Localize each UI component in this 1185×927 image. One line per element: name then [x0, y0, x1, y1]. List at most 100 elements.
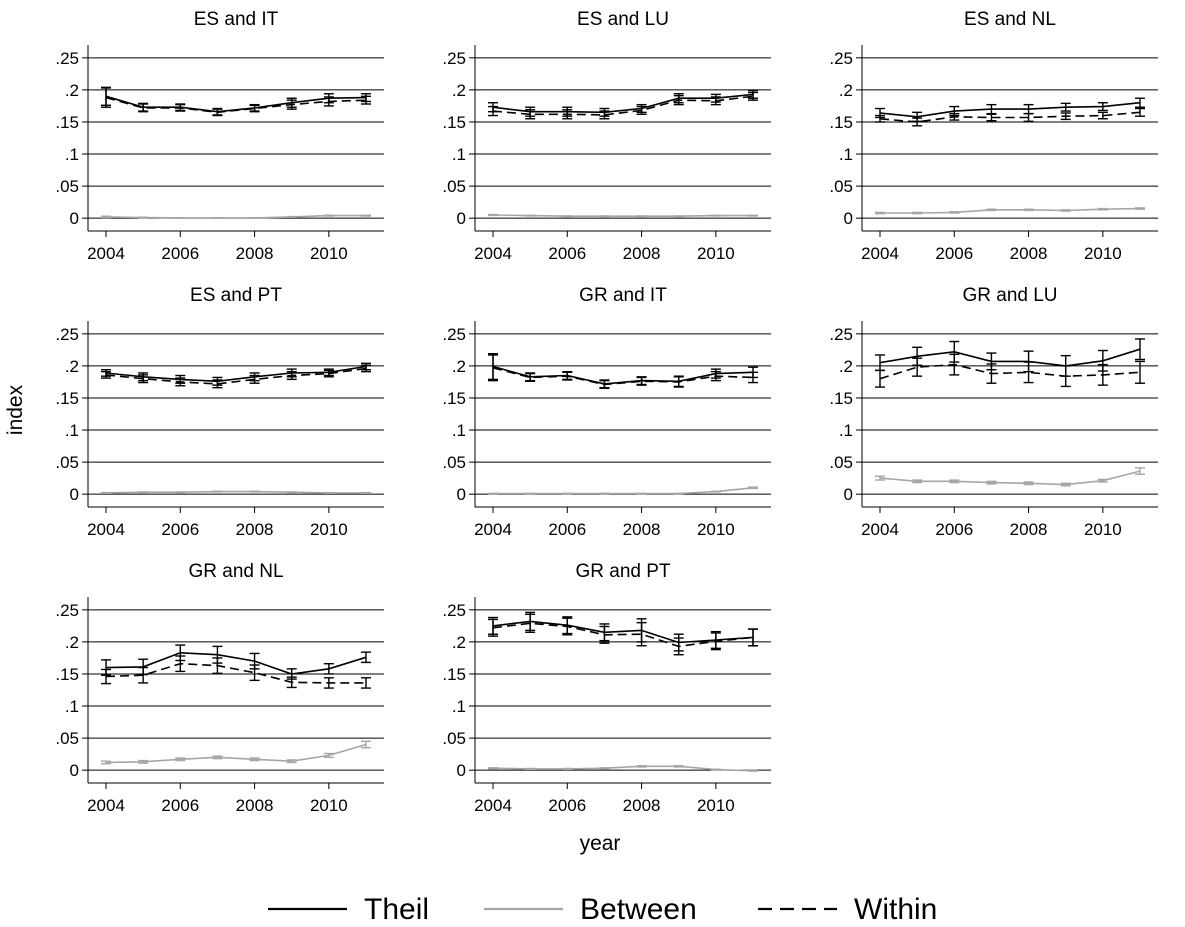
- series-theil: [488, 611, 758, 652]
- y-tick-label: .2: [452, 633, 466, 652]
- series-between: [488, 764, 758, 772]
- x-tick-label: 2008: [623, 796, 661, 815]
- legend-label-theil: Theil: [364, 893, 429, 926]
- x-tick-label: 2008: [1010, 244, 1048, 263]
- x-tick-label: 2006: [161, 520, 199, 539]
- y-tick-label: .05: [55, 729, 79, 748]
- y-tick-label: .15: [829, 113, 853, 132]
- x-tick-label: 2010: [697, 796, 735, 815]
- x-tick-label: 2006: [161, 244, 199, 263]
- series-line-theil: [879, 348, 1141, 367]
- y-tick-label: .05: [55, 453, 79, 472]
- x-tick-label: 2006: [161, 796, 199, 815]
- y-tick-label: .2: [839, 357, 853, 376]
- x-tick-label: 2006: [548, 244, 586, 263]
- y-tick-label: 0: [70, 761, 79, 780]
- series-within: [488, 354, 758, 390]
- y-tick-label: .2: [65, 357, 79, 376]
- series-theil: [875, 97, 1145, 123]
- series-line-theil: [105, 651, 367, 675]
- series-theil: [101, 86, 371, 116]
- series-between: [488, 213, 758, 218]
- series-line-between: [492, 214, 753, 217]
- series-line-within: [105, 367, 367, 385]
- y-tick-label: 0: [70, 209, 79, 228]
- series-line-within: [105, 662, 366, 684]
- x-tick-label: 2010: [310, 244, 348, 263]
- y-tick-label: .25: [55, 49, 79, 68]
- y-tick-label: 0: [844, 485, 853, 504]
- x-tick-label: 2010: [310, 520, 348, 539]
- x-tick-label: 2008: [236, 520, 274, 539]
- x-tick-label: 2006: [935, 244, 973, 263]
- x-tick-label: 2006: [548, 520, 586, 539]
- x-tick-label: 2010: [1084, 244, 1122, 263]
- series-theil: [488, 89, 758, 117]
- series-line-between: [879, 470, 1141, 486]
- y-tick-label: 0: [844, 209, 853, 228]
- y-tick-label: .15: [55, 389, 79, 408]
- y-tick-label: .15: [55, 665, 79, 684]
- y-tick-label: .05: [442, 729, 466, 748]
- x-tick-label: 2008: [623, 244, 661, 263]
- y-tick-label: 0: [457, 485, 466, 504]
- y-tick-label: .1: [65, 697, 79, 716]
- panel-title: GR and IT: [579, 285, 667, 306]
- series-theil: [101, 362, 371, 386]
- panel-es-and-nl: ES and NL 0 .05 .1 .15 .2 .25 2004 2006 2008 2010: [829, 9, 1158, 263]
- y-tick-label: .25: [55, 325, 79, 344]
- panel-title: ES and LU: [577, 9, 669, 30]
- panel-title: GR and PT: [575, 561, 670, 582]
- y-tick-label: .25: [442, 601, 466, 620]
- panel-gr-and-it: GR and IT 0 .05 .1 .15 .2 .25 2004 2006 2008 2010: [442, 285, 771, 539]
- x-tick-label: 2004: [87, 520, 125, 539]
- x-tick-label: 2004: [861, 244, 899, 263]
- series-line-between: [492, 765, 754, 772]
- series-line-within: [492, 95, 754, 116]
- x-tick-label: 2008: [1010, 520, 1048, 539]
- x-tick-label: 2004: [87, 244, 125, 263]
- panel-es-and-lu: ES and LU 0 .05 .1 .15 .2 .25 2004 2006 2008 2010: [442, 9, 771, 263]
- panel-gr-and-nl: GR and NL 0 .05 .1 .15 .2 .25 2004 2006 2008 2010: [55, 561, 384, 815]
- series-line-within: [492, 622, 754, 648]
- series-between: [875, 207, 1145, 215]
- series-line-theil: [879, 101, 1141, 118]
- legend: Theil Between Within: [268, 893, 937, 926]
- y-tick-label: .05: [829, 453, 853, 472]
- legend-item-between: Between: [484, 893, 697, 926]
- y-tick-label: .05: [55, 177, 79, 196]
- y-tick-label: .2: [452, 357, 466, 376]
- y-tick-label: .2: [65, 81, 79, 100]
- legend-item-theil: Theil: [268, 893, 429, 926]
- panel-es-and-pt: ES and PT 0 .05 .1 .15 .2 .25 2004 2006 2008 2010: [55, 285, 384, 539]
- series-theil: [101, 644, 371, 680]
- x-tick-label: 2010: [310, 796, 348, 815]
- y-tick-label: .05: [442, 453, 466, 472]
- y-tick-label: 0: [70, 485, 79, 504]
- y-tick-label: .25: [442, 325, 466, 344]
- y-tick-label: .15: [442, 389, 466, 408]
- y-tick-label: .25: [442, 49, 466, 68]
- y-tick-label: 0: [457, 209, 466, 228]
- series-line-between: [105, 214, 366, 219]
- y-tick-label: .1: [452, 697, 466, 716]
- x-tick-label: 2004: [87, 796, 125, 815]
- series-between: [875, 467, 1145, 487]
- y-tick-label: .25: [829, 49, 853, 68]
- x-tick-label: 2010: [1084, 520, 1122, 539]
- y-tick-label: .25: [829, 325, 853, 344]
- y-tick-label: .05: [829, 177, 853, 196]
- panel-es-and-it: ES and IT 0 .05 .1 .15 .2 .25 2004 2006 2008 2010: [55, 9, 384, 263]
- y-tick-label: .1: [839, 421, 853, 440]
- y-tick-label: .1: [452, 421, 466, 440]
- x-tick-label: 2004: [474, 520, 512, 539]
- x-tick-label: 2004: [861, 520, 899, 539]
- series-line-between: [493, 487, 754, 495]
- y-tick-label: .1: [65, 145, 79, 164]
- series-within: [488, 91, 758, 120]
- y-tick-label: .2: [65, 633, 79, 652]
- series-line-within: [879, 363, 1141, 380]
- legend-item-within: Within: [758, 893, 937, 926]
- panel-title: GR and LU: [962, 285, 1057, 306]
